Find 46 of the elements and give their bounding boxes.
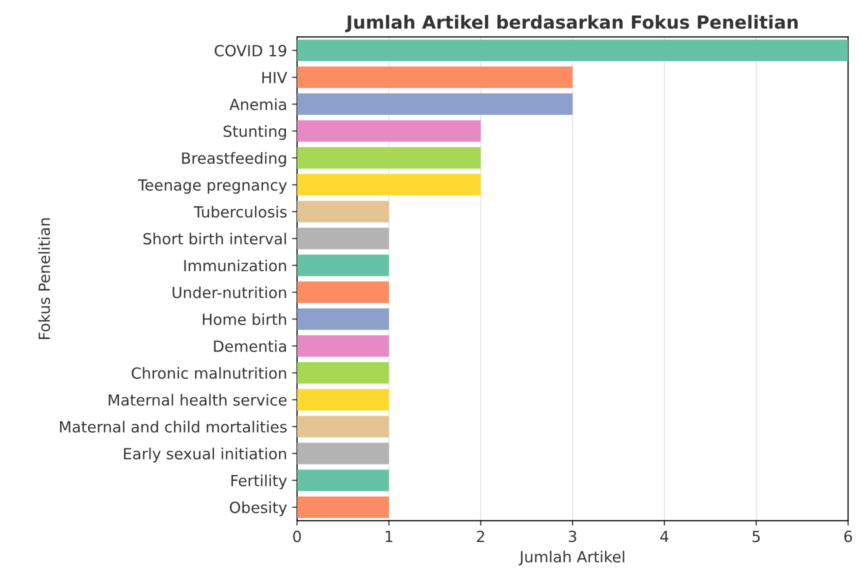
bar bbox=[297, 228, 389, 250]
x-tick-label: 6 bbox=[844, 530, 852, 542]
y-tick-label: Immunization bbox=[184, 260, 286, 272]
bar bbox=[297, 93, 573, 115]
y-tick-label: Tuberculosis bbox=[194, 206, 287, 218]
x-tick-label: 0 bbox=[293, 530, 301, 542]
bar bbox=[297, 200, 389, 222]
bar bbox=[297, 40, 848, 62]
y-tick-label: Breastfeeding bbox=[182, 152, 286, 167]
y-tick-label: Under-nutrition bbox=[172, 286, 286, 298]
bar bbox=[297, 120, 481, 142]
x-tick-label: 3 bbox=[568, 530, 576, 542]
bar bbox=[297, 388, 389, 410]
bar bbox=[297, 362, 389, 384]
bar bbox=[297, 281, 389, 303]
bar bbox=[297, 442, 389, 464]
bar bbox=[297, 335, 389, 357]
bar bbox=[297, 496, 389, 518]
x-tick-label: 5 bbox=[752, 530, 760, 542]
y-tick-label: Chronic malnutrition bbox=[132, 367, 286, 379]
bar bbox=[297, 254, 389, 276]
y-tick-label: Fertility bbox=[231, 474, 287, 490]
y-tick-label: Maternal health service bbox=[108, 394, 287, 406]
bar bbox=[297, 470, 389, 492]
chart-title: Jumlah Artikel berdasarkan Fokus Penelitian bbox=[345, 14, 798, 32]
y-tick-label: Teenage pregnancy bbox=[138, 179, 287, 194]
x-tick-label: 1 bbox=[386, 530, 392, 542]
bar bbox=[297, 66, 573, 88]
y-tick-label: Early sexual initiation bbox=[124, 448, 286, 462]
x-tick-label: 4 bbox=[660, 530, 668, 542]
bar bbox=[297, 308, 389, 330]
y-tick-label: Anemia bbox=[229, 98, 286, 110]
x-axis-title: Jumlah Artikel bbox=[518, 550, 624, 566]
y-tick-label: Dementia bbox=[214, 340, 286, 352]
y-tick-label: HIV bbox=[262, 72, 288, 84]
y-tick-label: Maternal and child mortalities bbox=[60, 420, 287, 433]
bar bbox=[297, 174, 481, 196]
y-tick-label: Obesity bbox=[230, 501, 287, 516]
y-tick-label: Short birth interval bbox=[143, 232, 286, 245]
bar bbox=[297, 147, 481, 169]
y-axis-title: Fokus Penelitian bbox=[38, 218, 50, 339]
bar bbox=[297, 416, 389, 438]
y-tick-label: Stunting bbox=[224, 125, 286, 140]
x-tick-label: 2 bbox=[476, 530, 484, 542]
y-tick-label: COVID 19 bbox=[214, 44, 286, 56]
y-tick-label: Home birth bbox=[202, 313, 286, 326]
